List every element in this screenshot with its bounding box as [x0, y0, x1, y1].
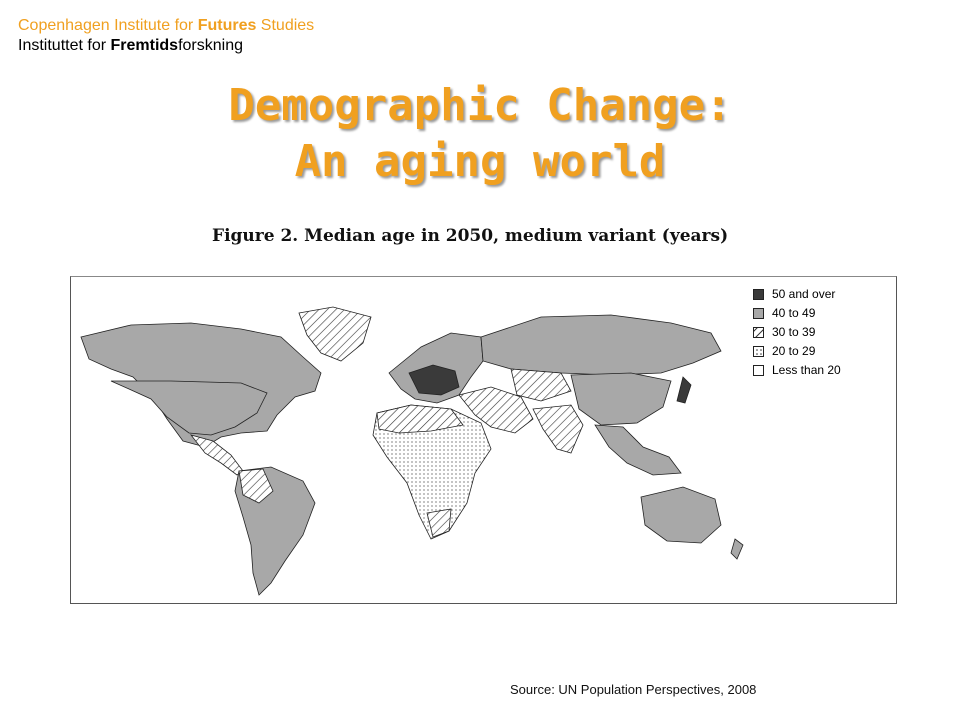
header-line2-bold: Fremtids: [110, 37, 179, 54]
south-africa-region: [426, 508, 452, 538]
new-zealand-region: [730, 538, 744, 560]
africa-region: [372, 404, 492, 540]
greenland-region: [298, 306, 372, 362]
legend-label: 20 to 29: [772, 344, 816, 358]
world-map: [80, 306, 744, 596]
south-asia-region: [532, 404, 584, 454]
middle-east-region: [458, 386, 534, 434]
institute-header: Copenhagen Institute for Futures Studies…: [18, 16, 314, 56]
legend-item-less-than-20: Less than 20: [753, 363, 841, 377]
legend-label: 40 to 49: [772, 306, 816, 320]
russia-region: [480, 314, 722, 376]
header-line1-post: Studies: [256, 17, 315, 34]
source-note: Source: UN Population Perspectives, 2008: [510, 682, 757, 697]
legend-label: 30 to 39: [772, 325, 816, 339]
header-line-english: Copenhagen Institute for Futures Studies: [18, 16, 314, 36]
north-africa-region: [376, 404, 464, 434]
slide-title: Demographic Change: An aging world: [0, 78, 960, 190]
east-asia-region: [570, 372, 672, 426]
figure-caption: Figure 2. Median age in 2050, medium var…: [212, 226, 729, 246]
legend-item-30-to-39: 30 to 39: [753, 325, 815, 339]
central-america-region: [189, 434, 244, 476]
legend-swatch-gray: [753, 307, 764, 319]
legend-swatch-dark: [753, 288, 764, 300]
legend-item-40-to-49: 40 to 49: [753, 306, 815, 320]
legend-label: Less than 20: [772, 363, 841, 377]
south-america-north-region: [238, 468, 274, 504]
header-line2-pre: Instituttet for: [18, 37, 111, 54]
legend-swatch-white: [753, 364, 764, 376]
usa-region: [110, 380, 268, 436]
southeast-asia-region: [594, 424, 682, 476]
header-line-danish: Instituttet for Fremtidsforskning: [18, 36, 314, 56]
map-legend: 50 and over 40 to 49 30 to 39 20 to 29 L…: [741, 284, 877, 388]
australia-region: [640, 486, 722, 544]
title-line2: An aging world: [294, 136, 666, 187]
europe-core-region: [408, 364, 460, 396]
legend-swatch-dots: [753, 345, 764, 357]
header-line1-bold: Futures: [197, 17, 257, 34]
header-line1-pre: Copenhagen Institute for: [18, 17, 198, 34]
title-line1: Demographic Change:: [228, 80, 732, 131]
central-asia-region: [510, 368, 572, 402]
japan-region: [676, 376, 692, 404]
legend-label: 50 and over: [772, 287, 836, 301]
legend-swatch-hatch: [753, 326, 764, 338]
header-line2-post: forskning: [178, 37, 243, 54]
legend-item-50-and-over: 50 and over: [753, 287, 835, 301]
legend-item-20-to-29: 20 to 29: [753, 344, 815, 358]
